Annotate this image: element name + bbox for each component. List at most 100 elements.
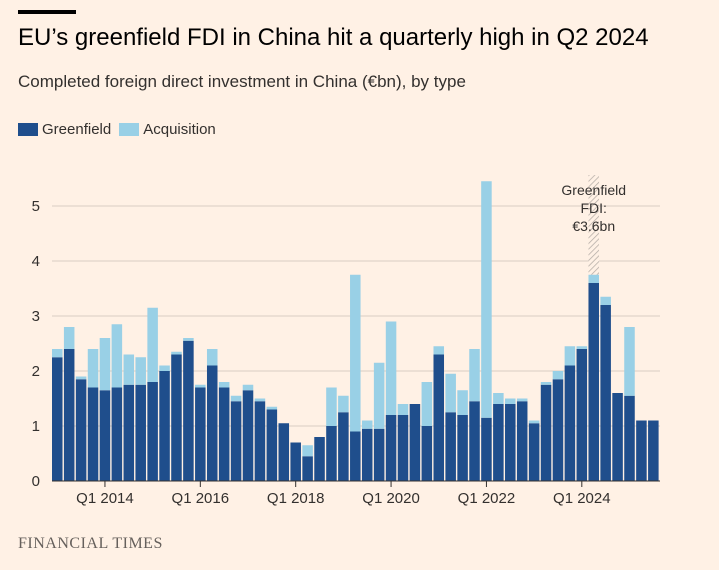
- bar-greenfield: [52, 357, 63, 481]
- bar-acquisition: [552, 371, 564, 380]
- bar-acquisition: [445, 373, 456, 413]
- bar-greenfield: [254, 401, 266, 481]
- bar-acquisition: [206, 349, 218, 366]
- bar-greenfield: [278, 423, 290, 481]
- x-tick-label: Q1 2014: [76, 490, 134, 507]
- bar-acquisition: [588, 274, 599, 283]
- bar-greenfield: [87, 387, 99, 481]
- chart-title: EU’s greenfield FDI in China hit a quart…: [18, 24, 649, 51]
- bar-acquisition: [123, 354, 135, 385]
- y-tick-label: 3: [32, 308, 40, 325]
- bar-greenfield: [242, 390, 254, 481]
- bar-greenfield: [230, 401, 242, 481]
- bar-acquisition: [87, 349, 99, 388]
- bar-acquisition: [469, 349, 480, 402]
- bar-acquisition: [421, 382, 433, 426]
- bar-acquisition: [624, 327, 635, 396]
- bar-acquisition: [254, 398, 266, 402]
- y-tick-label: 2: [32, 363, 40, 380]
- bar-acquisition: [338, 395, 349, 413]
- bar-acquisition: [505, 398, 516, 404]
- source-label: FINANCIAL TIMES: [18, 535, 163, 552]
- annotation-text: FDI:: [581, 200, 607, 216]
- bar-greenfield: [290, 442, 301, 481]
- bar-greenfield: [600, 305, 611, 481]
- legend-swatch-greenfield: [18, 123, 38, 136]
- bar-greenfield: [552, 379, 564, 481]
- x-tick-label: Q1 2016: [172, 490, 230, 507]
- legend-label-acquisition: Acquisition: [143, 121, 216, 138]
- bar-greenfield: [445, 412, 456, 481]
- bar-greenfield: [338, 412, 349, 481]
- top-rule: [18, 10, 76, 14]
- bar-greenfield: [147, 382, 158, 481]
- legend-label-greenfield: Greenfield: [42, 121, 112, 138]
- bar-acquisition: [540, 382, 552, 385]
- x-tick-label: Q1 2018: [267, 490, 325, 507]
- bar-greenfield: [63, 349, 75, 481]
- bar-greenfield: [183, 340, 194, 481]
- bar-greenfield: [99, 390, 111, 481]
- bar-acquisition: [230, 395, 242, 402]
- bar-acquisition: [266, 406, 278, 410]
- bar-greenfield: [612, 393, 623, 481]
- annotation-text: €3.6bn: [572, 218, 615, 234]
- bar-acquisition: [493, 393, 504, 404]
- bar-acquisition: [242, 384, 254, 391]
- bar-greenfield: [326, 426, 337, 481]
- bar-acquisition: [457, 390, 468, 415]
- bar-greenfield: [159, 371, 170, 481]
- bar-greenfield: [397, 415, 409, 481]
- bar-greenfield: [135, 384, 146, 481]
- bar-acquisition: [171, 351, 182, 355]
- bar-greenfield: [171, 354, 182, 481]
- bar-acquisition: [564, 346, 576, 366]
- bar-acquisition: [481, 181, 492, 418]
- bar-acquisition: [195, 384, 206, 388]
- bar-acquisition: [147, 307, 158, 382]
- chart-subtitle: Completed foreign direct investment in C…: [18, 72, 466, 91]
- bar-greenfield: [195, 387, 206, 481]
- legend-swatch-acquisition: [119, 123, 140, 136]
- bar-greenfield: [528, 423, 540, 481]
- bar-acquisition: [576, 346, 588, 349]
- bar-greenfield: [624, 395, 635, 481]
- bar-acquisition: [183, 338, 194, 341]
- bar-greenfield: [75, 379, 87, 481]
- bar-acquisition: [397, 404, 409, 415]
- y-tick-label: 5: [32, 198, 40, 215]
- y-tick-label: 0: [32, 473, 40, 490]
- bar-greenfield: [588, 283, 599, 481]
- bar-acquisition: [600, 296, 611, 305]
- bar-acquisition: [385, 321, 397, 415]
- bar-greenfield: [385, 415, 397, 481]
- bar-greenfield: [493, 404, 504, 481]
- bar-greenfield: [564, 365, 576, 481]
- bar-greenfield: [123, 384, 135, 481]
- y-tick-label: 1: [32, 418, 40, 435]
- bar-acquisition: [373, 362, 385, 429]
- bar-greenfield: [373, 428, 385, 481]
- bar-greenfield: [361, 428, 373, 481]
- bar-greenfield: [350, 431, 361, 481]
- legend-item-greenfield: Greenfield: [18, 121, 111, 138]
- bar-acquisition: [159, 365, 170, 371]
- bar-greenfield: [409, 404, 421, 481]
- legend: Greenfield Acquisition: [18, 121, 224, 138]
- bar-greenfield: [433, 354, 445, 481]
- bar-greenfield: [516, 401, 528, 481]
- bar-greenfield: [469, 401, 480, 481]
- bar-acquisition: [52, 349, 63, 358]
- x-tick-label: Q1 2022: [458, 490, 516, 507]
- bar-greenfield: [540, 384, 552, 481]
- bar-greenfield: [206, 365, 218, 481]
- bar-acquisition: [433, 346, 445, 355]
- bar-greenfield: [648, 420, 659, 481]
- bar-acquisition: [528, 420, 540, 424]
- x-tick-label: Q1 2024: [553, 490, 611, 507]
- bar-greenfield: [457, 415, 468, 481]
- y-tick-label: 4: [32, 253, 40, 270]
- bar-acquisition: [326, 387, 337, 426]
- bar-acquisition: [350, 274, 361, 432]
